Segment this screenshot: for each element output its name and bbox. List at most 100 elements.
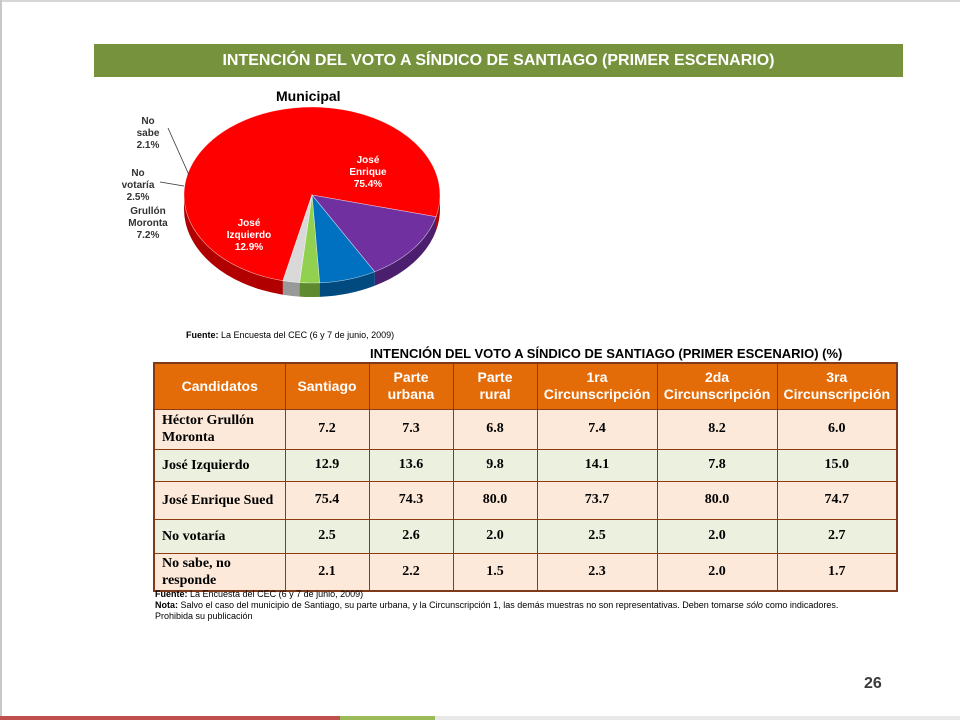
- cell-value: 2.5: [284, 518, 370, 554]
- cell-value: 15.0: [776, 448, 898, 482]
- pie-category-label: Moronta: [128, 218, 168, 229]
- cell-value: 7.8: [656, 448, 778, 482]
- results-table: Candidatos Santiago Parte urbana Parte rur…: [153, 362, 898, 592]
- note-emphasis: sólo: [746, 600, 763, 610]
- slide-top-border: [0, 0, 960, 2]
- row-candidate: No sabe, no responde: [153, 552, 286, 592]
- table-note: Nota: Salvo el caso del municipio de San…: [155, 600, 838, 611]
- table-source-label: Fuente:: [155, 589, 188, 599]
- header-parte-urbana: Parte urbana: [368, 362, 454, 410]
- table-notes: Fuente: La Encuesta del CEC (6 y 7 de ju…: [155, 589, 838, 622]
- pie-value-label: 2.5%: [127, 192, 150, 203]
- pie-side-no-votaria: [299, 282, 320, 297]
- cell-value: 7.4: [536, 408, 658, 450]
- pie-slices: [183, 106, 441, 284]
- pie-category-label: José: [238, 218, 261, 229]
- cell-value: 2.0: [656, 552, 778, 592]
- note-text-end: como indicadores.: [765, 600, 839, 610]
- bottom-bar: [0, 716, 960, 720]
- cell-value: 6.8: [452, 408, 538, 450]
- cell-value: 6.0: [776, 408, 898, 450]
- pie-value-label: 7.2%: [137, 230, 160, 241]
- cell-value: 1.5: [452, 552, 538, 592]
- header-3ra-circunscripcion: 3ra Circunscripción: [776, 362, 898, 410]
- pie-slice-jose-izquierdo: [311, 194, 437, 273]
- cell-value: 7.2: [284, 408, 370, 450]
- pie-category-label: Izquierdo: [227, 230, 271, 241]
- table-row: No votaría 2.5 2.6 2.0 2.5 2.0 2.7: [153, 518, 898, 554]
- header-1ra-circunscripcion: 1ra Circunscripción: [536, 362, 658, 410]
- chart-source-label: Fuente:: [186, 330, 219, 340]
- row-candidate: No votaría: [153, 518, 286, 554]
- cell-value: 1.7: [776, 552, 898, 592]
- leader-line-no-sabe: [167, 127, 190, 176]
- pie-slice-jose-enrique: [183, 106, 441, 282]
- pie-category-label: No: [141, 116, 154, 127]
- cell-value: 2.0: [452, 518, 538, 554]
- cell-value: 74.3: [368, 480, 454, 520]
- leader-line-no-votaria: [159, 181, 185, 187]
- bottom-bar-green: [340, 716, 435, 720]
- cell-value: 9.8: [452, 448, 538, 482]
- note-text: Salvo el caso del municipio de Santiago,…: [180, 600, 744, 610]
- cell-value: 75.4: [284, 480, 370, 520]
- pie-side-no-sabe: [282, 280, 300, 297]
- table-title: INTENCIÓN DEL VOTO A SÍNDICO DE SANTIAGO…: [370, 346, 843, 361]
- cell-value: 2.1: [284, 552, 370, 592]
- cell-value: 2.2: [368, 552, 454, 592]
- table-row: José Enrique Sued 75.4 74.3 80.0 73.7 80…: [153, 480, 898, 520]
- table-header-row: Candidatos Santiago Parte urbana Parte rur…: [153, 362, 898, 410]
- table-row: José Izquierdo 12.9 13.6 9.8 14.1 7.8 15…: [153, 448, 898, 482]
- cell-value: 12.9: [284, 448, 370, 482]
- slide-title: INTENCIÓN DEL VOTO A SÍNDICO DE SANTIAGO…: [94, 44, 903, 77]
- chart-source: Fuente: La Encuesta del CEC (6 y 7 de ju…: [186, 330, 394, 340]
- header-parte-rural: Parte rural: [452, 362, 538, 410]
- cell-value: 2.7: [776, 518, 898, 554]
- chart-title: Municipal: [276, 88, 341, 104]
- header-santiago: Santiago: [284, 362, 370, 410]
- cell-value: 13.6: [368, 448, 454, 482]
- table-row: Héctor Grullón Moronta 7.2 7.3 6.8 7.4 8…: [153, 408, 898, 450]
- table-source-text: La Encuesta del CEC (6 y 7 de junio, 200…: [190, 589, 364, 599]
- cell-value: 2.0: [656, 518, 778, 554]
- chart-source-text: La Encuesta del CEC (6 y 7 de junio, 200…: [221, 330, 395, 340]
- bottom-bar-red: [0, 716, 340, 720]
- pie-category-label: votaría: [122, 180, 155, 191]
- cell-value: 80.0: [656, 480, 778, 520]
- cell-value: 2.3: [536, 552, 658, 592]
- note-label: Nota:: [155, 600, 178, 610]
- pie-category-label: José: [357, 155, 380, 166]
- publication-warning: Prohibida su publicación: [155, 611, 253, 621]
- cell-value: 8.2: [656, 408, 778, 450]
- row-candidate: Héctor Grullón Moronta: [153, 408, 286, 450]
- cell-value: 14.1: [536, 448, 658, 482]
- pie-value-label: 12.9%: [235, 242, 263, 253]
- cell-value: 80.0: [452, 480, 538, 520]
- pie-labels: JoséEnrique75.4%JoséIzquierdo12.9%Grulló…: [122, 116, 387, 253]
- pie-leader-lines: [159, 127, 190, 187]
- pie-category-label: Grullón: [130, 206, 166, 217]
- pie-category-label: No: [131, 168, 144, 179]
- row-candidate: José Izquierdo: [153, 448, 286, 482]
- page-number: 26: [864, 675, 882, 692]
- pie-side-jose-enrique: [436, 195, 440, 231]
- slide-left-border: [0, 0, 2, 720]
- header-candidatos: Candidatos: [153, 362, 286, 410]
- pie-category-label: Enrique: [349, 167, 387, 178]
- pie-slice-no-sabe: [282, 194, 313, 283]
- pie-chart: JoséEnrique75.4%JoséIzquierdo12.9%Grulló…: [122, 106, 441, 297]
- pie-depth: [184, 195, 440, 297]
- pie-side-grullon-moronta: [319, 271, 375, 297]
- cell-value: 2.6: [368, 518, 454, 554]
- header-2da-circunscripcion: 2da Circunscripción: [656, 362, 778, 410]
- table-row: No sabe, no responde 2.1 2.2 1.5 2.3 2.0…: [153, 552, 898, 592]
- cell-value: 73.7: [536, 480, 658, 520]
- pie-category-label: sabe: [137, 128, 160, 139]
- pie-side-jose-izquierdo: [374, 216, 437, 286]
- pie-value-label: 2.1%: [137, 140, 160, 151]
- row-candidate: José Enrique Sued: [153, 480, 286, 520]
- pie-value-label: 75.4%: [354, 179, 382, 190]
- pie-side-jose-enrique: [184, 195, 283, 295]
- cell-value: 74.7: [776, 480, 898, 520]
- cell-value: 2.5: [536, 518, 658, 554]
